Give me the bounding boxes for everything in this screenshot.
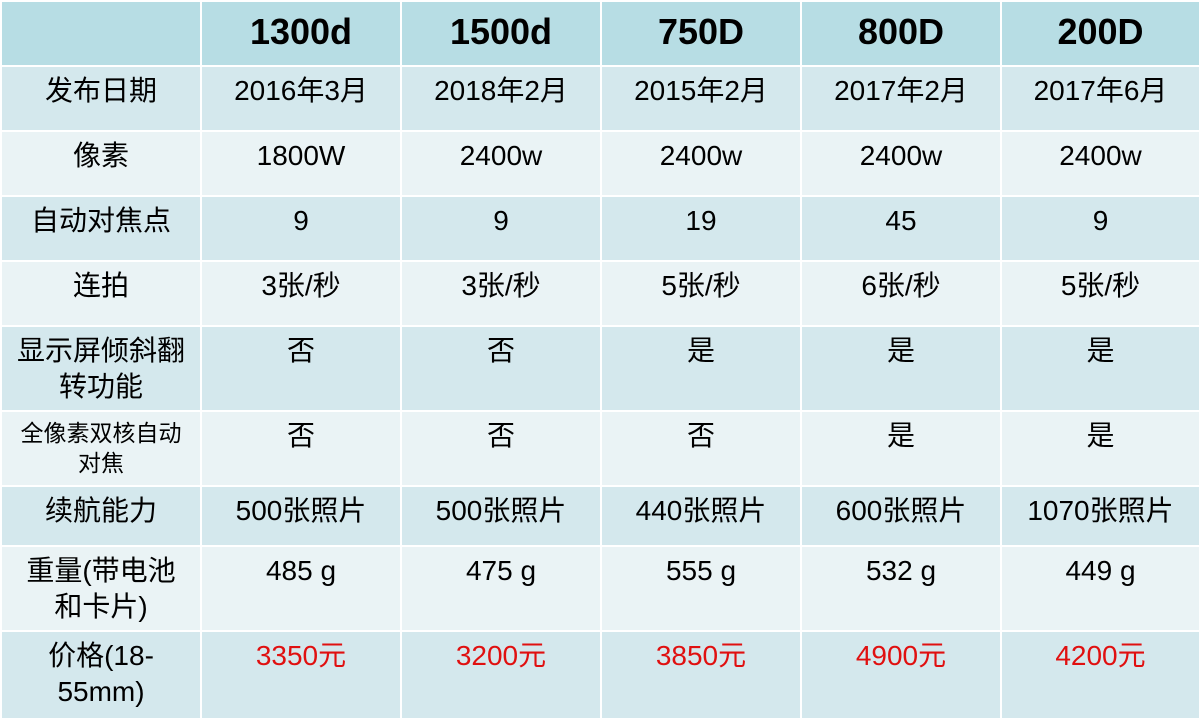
table-row: 重量(带电池和卡片) 485 g 475 g 555 g 532 g 449 g bbox=[0, 545, 1199, 632]
table-cell: 2400w bbox=[600, 130, 802, 197]
table-cell: 475 g bbox=[400, 545, 602, 632]
table-cell: 45 bbox=[800, 195, 1002, 262]
table-cell: 19 bbox=[600, 195, 802, 262]
table-cell: 是 bbox=[800, 410, 1002, 487]
column-header: 200D bbox=[1000, 0, 1199, 67]
column-header: 1500d bbox=[400, 0, 602, 67]
row-label: 自动对焦点 bbox=[0, 195, 202, 262]
table-cell: 2015年2月 bbox=[600, 65, 802, 132]
row-label: 价格(18-55mm) bbox=[0, 630, 202, 720]
table-cell: 是 bbox=[1000, 325, 1199, 412]
table-cell: 2017年6月 bbox=[1000, 65, 1199, 132]
table-cell: 3张/秒 bbox=[400, 260, 602, 327]
table-cell: 是 bbox=[800, 325, 1002, 412]
table-cell: 2400w bbox=[1000, 130, 1199, 197]
table-cell: 否 bbox=[200, 410, 402, 487]
table-cell: 1800W bbox=[200, 130, 402, 197]
table-cell: 3200元 bbox=[400, 630, 602, 720]
table-cell: 600张照片 bbox=[800, 485, 1002, 547]
table-row: 显示屏倾斜翻转功能否否是是是 bbox=[0, 325, 1199, 412]
table-row: 连拍 3张/秒 3张/秒 5张/秒 6张/秒 5张/秒 bbox=[0, 260, 1199, 327]
table-cell: 9 bbox=[1000, 195, 1199, 262]
table-cell: 3350元 bbox=[200, 630, 402, 720]
column-header: 750D bbox=[600, 0, 802, 67]
row-label: 连拍 bbox=[0, 260, 202, 327]
table-cell: 4200元 bbox=[1000, 630, 1199, 720]
row-label: 显示屏倾斜翻转功能 bbox=[0, 325, 202, 412]
table-cell: 500张照片 bbox=[200, 485, 402, 547]
table-body: 发布日期 2016年3月 2018年2月 2015年2月 2017年2月 2017年6月像… bbox=[0, 65, 1199, 720]
table-cell: 4900元 bbox=[800, 630, 1002, 720]
table-cell: 9 bbox=[200, 195, 402, 262]
table-row: 像素 1800W 2400w 2400w 2400w 2400w bbox=[0, 130, 1199, 197]
table-cell: 5张/秒 bbox=[1000, 260, 1199, 327]
table-cell: 532 g bbox=[800, 545, 1002, 632]
table-cell: 3张/秒 bbox=[200, 260, 402, 327]
table-cell: 否 bbox=[400, 325, 602, 412]
row-label: 像素 bbox=[0, 130, 202, 197]
table-row: 全像素双核自动对焦否否否是是 bbox=[0, 410, 1199, 487]
table-cell: 449 g bbox=[1000, 545, 1199, 632]
table-cell: 2017年2月 bbox=[800, 65, 1002, 132]
table-cell: 1070张照片 bbox=[1000, 485, 1199, 547]
table-cell: 是 bbox=[600, 325, 802, 412]
table-cell: 2400w bbox=[800, 130, 1002, 197]
table-row: 续航能力 500张照片 500张照片 440张照片 600张照片 1070张照片 bbox=[0, 485, 1199, 547]
table-cell: 否 bbox=[400, 410, 602, 487]
table-cell: 否 bbox=[600, 410, 802, 487]
table-cell: 否 bbox=[200, 325, 402, 412]
table-cell: 2016年3月 bbox=[200, 65, 402, 132]
table-cell: 5张/秒 bbox=[600, 260, 802, 327]
column-header: 1300d bbox=[200, 0, 402, 67]
table-cell: 440张照片 bbox=[600, 485, 802, 547]
corner-cell bbox=[0, 0, 202, 67]
table-cell: 3850元 bbox=[600, 630, 802, 720]
table-cell: 2400w bbox=[400, 130, 602, 197]
table-cell: 500张照片 bbox=[400, 485, 602, 547]
table-cell: 是 bbox=[1000, 410, 1199, 487]
table-cell: 555 g bbox=[600, 545, 802, 632]
table-cell: 6张/秒 bbox=[800, 260, 1002, 327]
row-label: 重量(带电池和卡片) bbox=[0, 545, 202, 632]
table-row: 发布日期 2016年3月 2018年2月 2015年2月 2017年2月 2017年6月 bbox=[0, 65, 1199, 132]
row-label: 全像素双核自动对焦 bbox=[0, 410, 202, 487]
row-label: 发布日期 bbox=[0, 65, 202, 132]
table-cell: 2018年2月 bbox=[400, 65, 602, 132]
column-header: 800D bbox=[800, 0, 1002, 67]
row-label: 续航能力 bbox=[0, 485, 202, 547]
table-row: 自动对焦点 9 9 19 45 9 bbox=[0, 195, 1199, 262]
table-cell: 485 g bbox=[200, 545, 402, 632]
header-row: 1300d 1500d 750D 800D 200D bbox=[0, 0, 1199, 67]
table-cell: 9 bbox=[400, 195, 602, 262]
table-row: 价格(18-55mm) 3350元 3200元 3850元 4900元 4200元 bbox=[0, 630, 1199, 720]
